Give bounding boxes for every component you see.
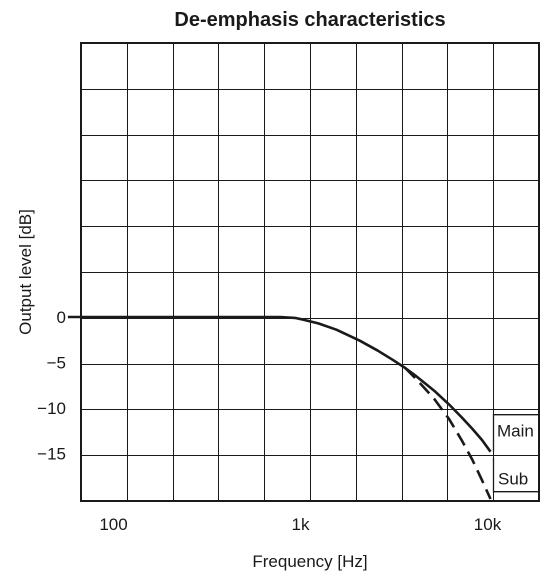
series-callouts: Main Sub: [492, 414, 539, 493]
x-tick-labels: 100 1k 10k: [99, 515, 501, 534]
y-tick-labels: 0 −5 −10 −15: [37, 308, 66, 464]
series-line-sub: [404, 367, 492, 500]
series-line-main: [67, 315, 492, 453]
y-tick-label: 0: [57, 308, 66, 327]
series-label-main: Main: [497, 422, 534, 441]
y-tick-label: −5: [47, 354, 66, 373]
y-axis-label: Output level [dB]: [16, 209, 35, 335]
x-axis-label: Frequency [Hz]: [252, 552, 367, 571]
sub-callout-line: [492, 457, 539, 493]
chart-title: De-emphasis characteristics: [174, 9, 445, 31]
plot-frame: [80, 42, 540, 502]
x-tick-label: 1k: [292, 515, 310, 534]
y-tick-label: −10: [37, 399, 66, 418]
x-tick-label: 10k: [474, 515, 502, 534]
y-tick-label: −15: [37, 445, 66, 464]
series-label-sub: Sub: [498, 470, 528, 489]
series-lines: [67, 315, 492, 500]
main-callout-line: [492, 414, 539, 452]
x-tick-label: 100: [99, 515, 127, 534]
grid: [81, 43, 539, 501]
